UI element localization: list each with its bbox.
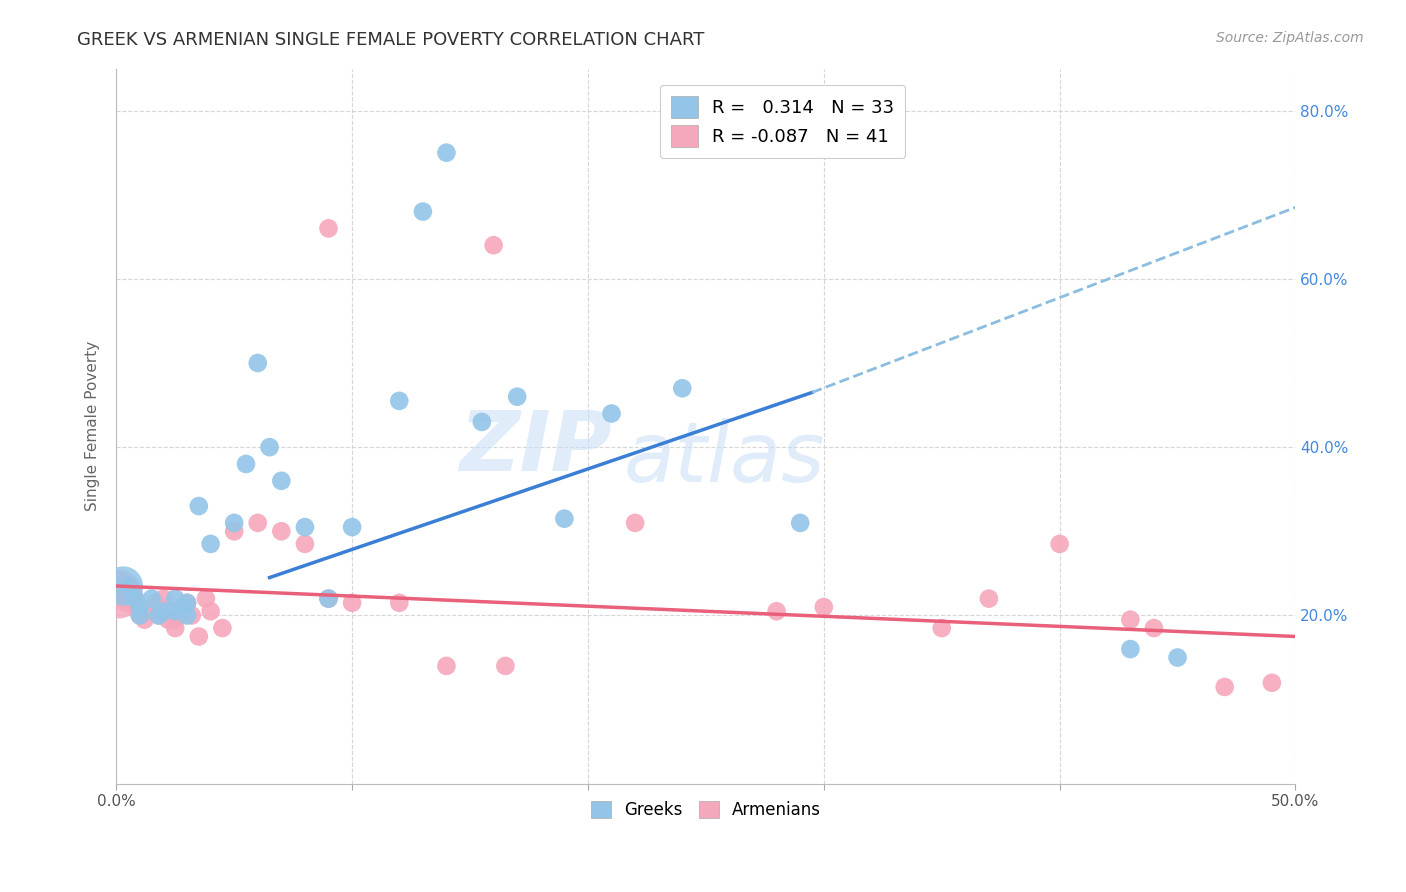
Point [436,145,458,160]
Point [165,591,187,606]
Point [112,579,135,593]
Point [259,440,281,454]
Point [789,516,811,530]
Point [176,608,198,623]
Point [1261,675,1284,690]
Point [145,596,167,610]
Point [224,524,246,539]
Point [180,608,202,623]
Point [141,591,163,606]
Point [388,393,411,408]
Point [1119,642,1142,657]
Point [121,591,143,606]
Point [294,537,316,551]
Point [1049,537,1071,551]
Point [318,591,340,606]
Point [436,659,458,673]
Point [124,591,146,606]
Point [176,596,198,610]
Y-axis label: Single Female Poverty: Single Female Poverty [86,341,100,511]
Point [200,604,222,618]
Point [110,591,132,606]
Point [187,499,209,513]
Point [624,516,647,530]
Point [211,621,233,635]
Legend: Greeks, Armenians: Greeks, Armenians [583,794,828,825]
Point [340,596,363,610]
Point [157,613,180,627]
Point [152,591,174,606]
Point [1167,650,1189,665]
Point [128,608,150,623]
Point [318,221,340,235]
Point [471,415,494,429]
Point [165,604,187,618]
Point [176,596,198,610]
Text: Source: ZipAtlas.com: Source: ZipAtlas.com [1216,31,1364,45]
Point [977,591,1000,606]
Point [931,621,953,635]
Point [107,587,129,601]
Point [553,511,575,525]
Point [165,613,187,627]
Point [1143,621,1166,635]
Point [388,596,411,610]
Point [128,608,150,623]
Point [148,608,170,623]
Point [318,591,340,606]
Point [494,659,516,673]
Point [246,356,269,370]
Text: atlas: atlas [623,417,825,499]
Point [148,608,170,623]
Point [128,604,150,618]
Point [128,600,150,615]
Point [172,600,194,615]
Point [813,600,835,615]
Point [194,591,217,606]
Point [187,630,209,644]
Text: ZIP: ZIP [458,407,612,488]
Point [246,516,269,530]
Point [224,516,246,530]
Point [765,604,787,618]
Point [294,520,316,534]
Point [340,520,363,534]
Point [114,596,136,610]
Point [482,238,505,252]
Point [412,204,434,219]
Text: GREEK VS ARMENIAN SINGLE FEMALE POVERTY CORRELATION CHART: GREEK VS ARMENIAN SINGLE FEMALE POVERTY … [77,31,704,49]
Point [124,600,146,615]
Point [141,604,163,618]
Point [600,407,623,421]
Point [134,613,156,627]
Point [671,381,693,395]
Point [235,457,257,471]
Point [1213,680,1236,694]
Point [152,604,174,618]
Point [270,474,292,488]
Point [506,390,529,404]
Point [165,621,187,635]
Point [1119,613,1142,627]
Point [117,579,139,593]
Point [270,524,292,539]
Point [200,537,222,551]
